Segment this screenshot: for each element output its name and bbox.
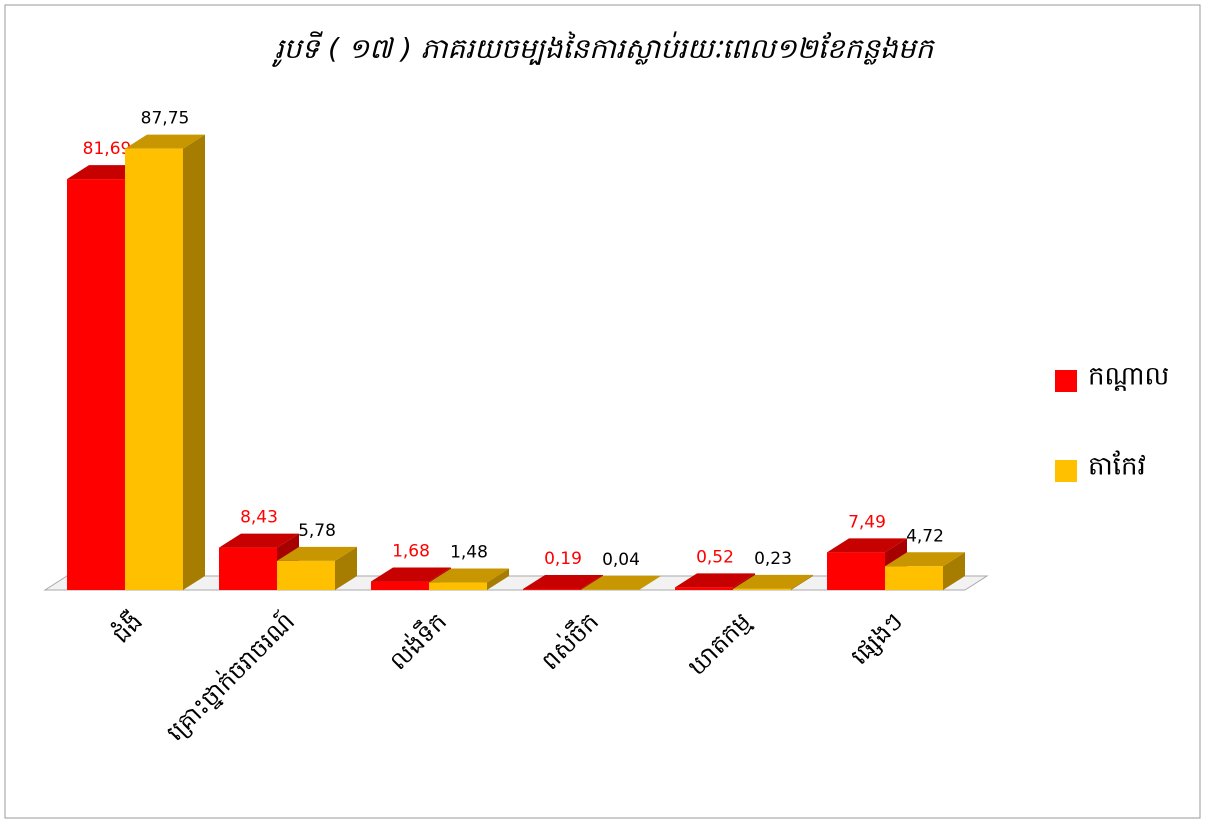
bar-top [523,575,603,590]
bar-side [943,552,965,590]
bar [827,552,885,590]
legend-swatch [1055,460,1077,482]
bar-side [791,574,813,590]
legend-label: តាកែវ [1088,450,1146,482]
bar [219,547,277,590]
bar-top [219,533,299,548]
bar-top [429,568,509,583]
data-label: 1,48 [450,543,488,563]
data-label: 4,72 [906,526,944,546]
bar [885,566,943,590]
data-label: 81,69 [83,139,132,159]
bar-side [183,134,205,590]
data-label: 7,49 [848,512,886,532]
bar-side [581,575,603,590]
data-label: 1,68 [392,542,430,562]
bar-top [277,546,357,561]
bar-side [639,575,661,590]
data-label: 0,52 [696,547,734,567]
bar-top [885,552,965,567]
data-label: 5,78 [298,521,336,541]
chart-title: រូបទី ( ១៧ ) ភាគរយចម្បងនៃការស្លាប់រយៈពេល… [272,31,936,67]
bar-side [335,546,357,590]
bar [733,588,791,590]
bar-top [733,574,813,589]
bar [429,582,487,590]
bar-top [675,573,755,588]
bar [67,179,125,590]
data-label: 0,04 [602,550,640,570]
bar [125,148,183,590]
bar [675,587,733,590]
data-label: 0,23 [754,549,792,569]
bar [523,589,581,590]
bar-top [371,567,451,582]
bar [371,581,429,590]
data-label: 0,19 [544,549,582,569]
data-label: 87,75 [141,109,190,129]
legend-label: កណ្តាល [1088,362,1169,392]
bar-top [125,134,205,149]
bar-side [487,568,509,590]
bar [277,560,335,590]
data-label: 8,43 [240,508,278,528]
bar-top [581,575,661,590]
legend-swatch [1055,370,1077,392]
bar-top [827,538,907,553]
